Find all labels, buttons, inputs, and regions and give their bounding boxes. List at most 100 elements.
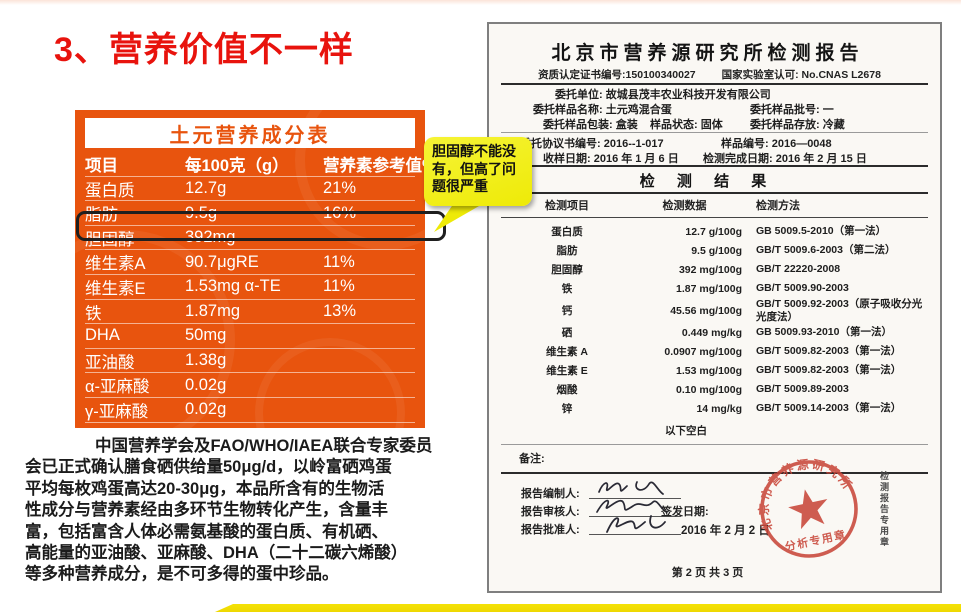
issue-date: 2016 年 2 月 2 日 bbox=[681, 525, 770, 537]
result-item: 脂肪 bbox=[556, 245, 578, 257]
nutrition-amount: 12.7g bbox=[185, 179, 227, 198]
result-data: 1.53 mg/100g bbox=[676, 364, 742, 377]
result-item: 硒 bbox=[561, 327, 573, 339]
sample-package: 委托样品包装: 盒装 bbox=[543, 119, 638, 131]
nutrition-col-header: 项目 bbox=[85, 157, 118, 175]
nutrition-amount: 90.7μgRE bbox=[185, 252, 259, 271]
nutrition-item: 亚油酸 bbox=[85, 353, 135, 372]
signature-line bbox=[589, 498, 681, 499]
side-stamp-text: 检测报告专用章 bbox=[879, 471, 889, 548]
results-row: 维生素 E 1.53 mg/100g GB/T 5009.82-2003（第一法） bbox=[507, 361, 925, 380]
result-data: 0.0907 mg/100g bbox=[664, 345, 742, 358]
nutrition-row: DHA 50mg bbox=[85, 324, 415, 349]
page-number-footer: 第 2 页 共 3 页 bbox=[671, 567, 744, 579]
results-header-row: 检测项目 检测数据 检测方法 bbox=[507, 197, 925, 213]
approver-label: 报告批准人: bbox=[521, 524, 580, 536]
results-row: 钙 45.56 mg/100g GB/T 5009.92-2003（原子吸收分光光度… bbox=[507, 298, 925, 323]
nutrition-item: 维生素E bbox=[85, 279, 146, 298]
result-method: GB/T 5009.89-2003 bbox=[756, 383, 849, 396]
result-item: 烟酸 bbox=[556, 384, 578, 396]
results-row: 胆固醇 392 mg/100g GB/T 22220-2008 bbox=[507, 260, 925, 279]
issue-date-label: 签发日期: bbox=[661, 506, 709, 518]
sample-number: 样品编号: 2016—0048 bbox=[721, 138, 832, 150]
results-row: 蛋白质 12.7 g/100g GB 5009.5-2010（第一法） bbox=[507, 222, 925, 241]
divider bbox=[501, 217, 928, 218]
nutrition-row: 亚油酸 1.38g bbox=[85, 349, 415, 374]
results-section-title: 检 测 结 果 bbox=[639, 173, 776, 190]
result-item: 钙 bbox=[561, 305, 573, 317]
preparer-label: 报告编制人: bbox=[521, 488, 580, 500]
reviewer-label: 报告审核人: bbox=[521, 506, 580, 518]
nutrition-table-title: 土元营养成分表 bbox=[85, 118, 415, 148]
results-row: 铁 1.87 mg/100g GB/T 5009.90-2003 bbox=[507, 279, 925, 298]
nutrition-amount: 0.02g bbox=[185, 375, 227, 394]
result-data: 45.56 mg/100g bbox=[670, 304, 742, 317]
sample-storage: 委托样品存放: 冷藏 bbox=[750, 119, 845, 131]
results-row: 硒 0.449 mg/kg GB 5009.93-2010（第一法） bbox=[507, 323, 925, 342]
callout-bubble: 胆固醇不能没有，但高了问题很严重 bbox=[424, 137, 532, 206]
agreement-number: 委托协议书编号: 2016--1-017 bbox=[520, 138, 664, 150]
nutrition-amount: 0.02g bbox=[185, 400, 227, 419]
report-title: 北京市营养源研究所检测报告 bbox=[551, 43, 864, 64]
nutrition-item: 蛋白质 bbox=[85, 181, 135, 200]
remarks-label: 备注: bbox=[519, 453, 545, 465]
sample-state: 样品状态: 固体 bbox=[650, 119, 723, 131]
nutrition-row: γ-亚麻酸 0.02g bbox=[85, 398, 415, 423]
entrust-unit: 委托单位: 故城县茂丰农业科技开发有限公司 bbox=[555, 89, 771, 101]
nutrition-col-header: 营养素参考值% bbox=[323, 157, 425, 175]
reviewer-signature bbox=[596, 499, 668, 513]
nutrition-amount: 1.53mg α-TE bbox=[185, 277, 281, 296]
divider bbox=[501, 444, 928, 445]
report-cert-line: 资质认定证书编号:150100340027 国家实验室认可: No.CNAS L… bbox=[489, 67, 930, 82]
lab-accreditation: 国家实验室认可: No.CNAS L2678 bbox=[721, 69, 881, 81]
bottom-accent-strip bbox=[215, 604, 961, 612]
nutrition-amount: 1.87mg bbox=[185, 302, 241, 321]
paragraph-line: 性成分与营养素经由多环节生物转化产生，含量丰 bbox=[25, 501, 388, 520]
result-method: GB/T 5009.6-2003（第二法） bbox=[756, 244, 896, 257]
result-method: GB/T 5009.82-2003（第一法） bbox=[756, 345, 902, 358]
result-item: 铁 bbox=[561, 283, 573, 295]
test-report-document: 北京市营养源研究所检测报告 资质认定证书编号:150100340027 国家实验… bbox=[487, 22, 942, 593]
callout-tail bbox=[434, 200, 486, 232]
nutrition-ref-value: 11% bbox=[323, 277, 355, 296]
cert-number: 资质认定证书编号:150100340027 bbox=[538, 69, 696, 81]
result-data: 0.449 mg/kg bbox=[681, 326, 742, 339]
nutrition-row: 铁 1.87mg 13% bbox=[85, 300, 415, 325]
complete-date: 检测完成日期: 2016 年 2 月 15 日 bbox=[703, 153, 867, 165]
results-row: 维生素 A 0.0907 mg/100g GB/T 5009.82-2003（第一法… bbox=[507, 342, 925, 361]
result-method: GB/T 5009.90-2003 bbox=[756, 282, 849, 295]
nutrition-amount: 50mg bbox=[185, 326, 227, 345]
nutrition-ref-value: 21% bbox=[323, 179, 357, 198]
results-col-data: 检测数据 bbox=[662, 200, 707, 212]
sample-name: 委托样品名称: 土元鸡混合蛋 bbox=[533, 104, 672, 116]
cholesterol-highlight-box bbox=[76, 211, 446, 241]
results-row: 锌 14 mg/kg GB/T 5009.14-2003（第一法） bbox=[507, 399, 925, 418]
selenium-paragraph: 中国营养学会及FAO/WHO/IAEA联合专家委员 会已正式确认膳食硒供给量50μ… bbox=[25, 436, 473, 586]
nutrition-amount: 1.38g bbox=[185, 351, 227, 370]
results-col-item: 检测项目 bbox=[545, 200, 589, 212]
nutrition-item: 铁 bbox=[85, 304, 102, 323]
signature-line bbox=[589, 516, 681, 517]
nutrition-table-panel: 土元营养成分表 项目每100克（g）营养素参考值%蛋白质12.7g21%脂肪9.… bbox=[75, 110, 425, 428]
nutrition-ref-value: 13% bbox=[323, 302, 357, 321]
signature-line bbox=[589, 534, 681, 535]
nutrition-row-highlighted: 胆固醇 392mg bbox=[85, 226, 415, 251]
results-col-method: 检测方法 bbox=[756, 200, 800, 212]
decor-swirl bbox=[75, 230, 235, 428]
results-row: 脂肪 9.5 g/100g GB/T 5009.6-2003（第二法） bbox=[507, 241, 925, 260]
result-method: GB/T 5009.82-2003（第一法） bbox=[756, 364, 902, 377]
top-accent-strip bbox=[0, 0, 961, 5]
result-item: 锌 bbox=[561, 403, 573, 415]
paragraph-line: 等多种营养成分，是不可多得的蛋中珍品。 bbox=[25, 565, 339, 584]
result-item: 维生素 A bbox=[546, 346, 588, 358]
result-method: GB/T 5009.92-2003（原子吸收分光光度法） bbox=[756, 298, 923, 323]
nutrition-header-row: 项目 每100克（g） 营养素参考值% bbox=[85, 152, 425, 177]
divider bbox=[501, 192, 928, 194]
preparer-signature bbox=[598, 481, 664, 495]
blank-below-note: 以下空白 bbox=[665, 425, 707, 437]
page-title: 3、营养价值不一样 bbox=[54, 31, 354, 69]
divider bbox=[501, 83, 928, 85]
analysis-seal: 北京市营养源研究所 分析专用章 bbox=[747, 447, 862, 558]
divider bbox=[501, 472, 928, 474]
